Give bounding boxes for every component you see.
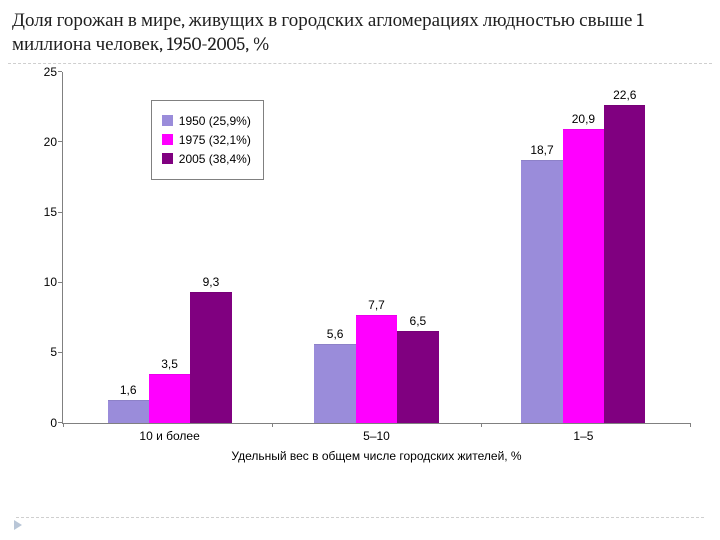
y-tick-mark [58, 352, 62, 353]
legend-label: 1950 (25,9%) [179, 114, 251, 128]
y-tick-label: 15 [33, 205, 57, 219]
x-tick-mark [690, 423, 691, 427]
x-tick-mark [63, 423, 64, 427]
x-tick-mark [481, 423, 482, 427]
y-tick-mark [58, 212, 62, 213]
slide-bullet-icon [14, 520, 22, 530]
bar-value-label: 1,6 [120, 383, 137, 397]
y-tick-mark [58, 141, 62, 142]
legend-label: 2005 (38,4%) [179, 152, 251, 166]
bar-value-label: 7,7 [368, 298, 385, 312]
bar [149, 374, 190, 423]
y-tick-label: 20 [33, 135, 57, 149]
page-title: Доля горожан в мире, живущих в городских… [0, 0, 720, 63]
bar-value-label: 20,9 [572, 112, 595, 126]
bar-value-label: 3,5 [161, 357, 178, 371]
y-tick-label: 0 [33, 416, 57, 430]
y-tick-label: 5 [33, 345, 57, 359]
legend-item: 2005 (38,4%) [162, 152, 251, 166]
divider-top [8, 63, 712, 64]
bar-value-label: 9,3 [203, 275, 220, 289]
bar-value-label: 18,7 [530, 143, 553, 157]
bar [397, 331, 438, 422]
y-tick-mark [58, 422, 62, 423]
bar [563, 129, 604, 422]
bar [521, 160, 562, 423]
x-tick-label: 5–10 [363, 429, 390, 443]
y-tick-mark [58, 282, 62, 283]
legend: 1950 (25,9%) 1975 (32,1%) 2005 (38,4%) [151, 100, 264, 180]
divider-bottom [16, 517, 704, 518]
x-axis-title: Удельный вес в общем числе городских жит… [231, 449, 521, 463]
legend-item: 1975 (32,1%) [162, 133, 251, 147]
legend-label: 1975 (32,1%) [179, 133, 251, 147]
bar-value-label: 5,6 [327, 327, 344, 341]
bar [314, 344, 355, 423]
bar [190, 292, 231, 423]
chart: 051015202510 и более5–101–51,65,618,73,5… [34, 72, 696, 482]
plot-area: 051015202510 и более5–101–51,65,618,73,5… [62, 72, 690, 424]
legend-item: 1950 (25,9%) [162, 114, 251, 128]
bar [108, 400, 149, 422]
legend-swatch [162, 134, 173, 145]
x-tick-label: 10 и более [139, 429, 199, 443]
bar [604, 105, 645, 422]
bar-value-label: 22,6 [613, 88, 636, 102]
x-tick-mark [272, 423, 273, 427]
legend-swatch [162, 115, 173, 126]
y-tick-mark [58, 71, 62, 72]
bar-value-label: 6,5 [410, 314, 427, 328]
legend-swatch [162, 153, 173, 164]
y-tick-label: 10 [33, 275, 57, 289]
x-tick-label: 1–5 [573, 429, 593, 443]
y-tick-label: 25 [33, 65, 57, 79]
bar [356, 315, 397, 423]
